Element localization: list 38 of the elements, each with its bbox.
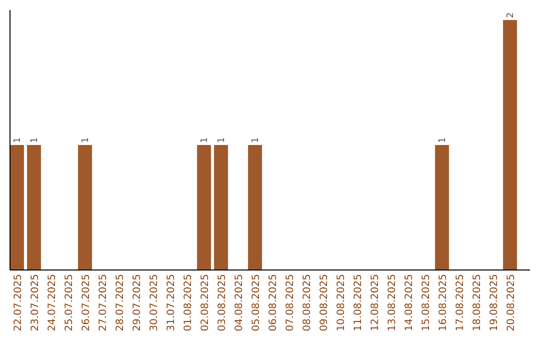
x-tick-label: 26.07.2025 [81, 274, 92, 332]
data-label: 1 [200, 137, 210, 143]
x-tick-label: 05.08.2025 [251, 274, 262, 332]
x-tick-label: 22.07.2025 [13, 274, 24, 332]
x-tick-label: 04.08.2025 [234, 274, 245, 332]
data-label: 1 [217, 137, 227, 143]
x-tick-label: 24.07.2025 [47, 274, 58, 332]
x-tick-label: 11.08.2025 [353, 274, 364, 332]
x-tick-label: 27.07.2025 [98, 274, 109, 332]
x-tick-label: 28.07.2025 [115, 274, 126, 332]
data-label: 1 [13, 137, 23, 143]
x-tick-label: 12.08.2025 [370, 274, 381, 332]
x-tick-label: 13.08.2025 [387, 274, 398, 332]
x-tick-label: 08.08.2025 [302, 274, 313, 332]
x-tick-label: 10.08.2025 [336, 274, 347, 332]
x-tick-label: 29.07.2025 [132, 274, 143, 332]
x-tick-label: 20.08.2025 [506, 274, 517, 332]
x-tick-label: 01.08.2025 [183, 274, 194, 332]
x-tick-label: 03.08.2025 [217, 274, 228, 332]
data-label: 1 [30, 137, 40, 143]
x-tick-label: 06.08.2025 [268, 274, 279, 332]
x-tick-label: 31.07.2025 [166, 274, 177, 332]
data-label: 1 [251, 137, 261, 143]
data-label: 1 [81, 137, 91, 143]
x-tick-label: 19.08.2025 [489, 274, 500, 332]
data-label: 2 [506, 12, 516, 18]
x-tick-label: 15.08.2025 [421, 274, 432, 332]
x-tick-label: 16.08.2025 [438, 274, 449, 332]
x-tick-label: 18.08.2025 [472, 274, 483, 332]
x-tick-label: 30.07.2025 [149, 274, 160, 332]
data-label: 1 [438, 137, 448, 143]
x-tick-label: 17.08.2025 [455, 274, 466, 332]
x-tick-label: 23.07.2025 [30, 274, 41, 332]
x-tick-label: 07.08.2025 [285, 274, 296, 332]
x-tick-label: 14.08.2025 [404, 274, 415, 332]
x-tick-label: 25.07.2025 [64, 274, 75, 332]
x-tick-label: 09.08.2025 [319, 274, 330, 332]
x-tick-label: 02.08.2025 [200, 274, 211, 332]
